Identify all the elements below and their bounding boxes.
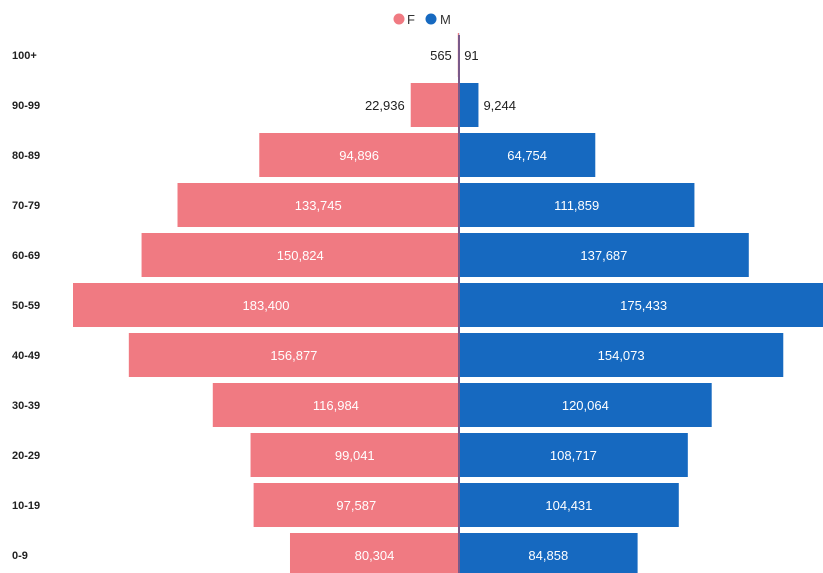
age-group-label: 60-69	[12, 250, 40, 262]
age-group-label: 100+	[12, 50, 37, 62]
male-value-label: 9,244	[483, 98, 516, 113]
male-value-label: 64,754	[507, 148, 547, 163]
male-value-label: 104,431	[545, 498, 592, 513]
age-group-label: 50-59	[12, 300, 40, 312]
female-bar	[73, 283, 459, 327]
male-bar	[459, 233, 749, 277]
age-group-labels: 100+ 90-99 80-89 70-79 60-69 50-59 40-49 30-39 2…	[12, 50, 40, 562]
male-value-label: 120,064	[562, 398, 609, 413]
female-bar	[250, 433, 459, 477]
female-value-label: 97,587	[336, 498, 376, 513]
female-value-label: 94,896	[339, 148, 379, 163]
male-bar	[459, 533, 638, 573]
female-value-label: 150,824	[277, 248, 324, 263]
age-group-label: 30-39	[12, 400, 40, 412]
female-value-label: 565	[430, 48, 452, 63]
female-value-label: 80,304	[355, 548, 395, 563]
male-value-label: 84,858	[528, 548, 568, 563]
male-bar	[459, 433, 688, 477]
age-group-label: 90-99	[12, 100, 40, 112]
female-value-label: 156,877	[270, 348, 317, 363]
male-bar	[459, 183, 695, 227]
male-bar	[459, 133, 596, 177]
male-value-label: 154,073	[598, 348, 645, 363]
age-group-label: 20-29	[12, 450, 40, 462]
female-value-label: 99,041	[335, 448, 375, 463]
bars	[73, 33, 823, 573]
male-value-label: 137,687	[580, 248, 627, 263]
male-value-label: 108,717	[550, 448, 597, 463]
male-value-label: 91	[464, 48, 478, 63]
age-group-label: 0-9	[12, 550, 28, 562]
legend-male-label: M	[440, 12, 451, 27]
male-bar	[459, 483, 679, 527]
legend-male-marker	[425, 13, 437, 25]
female-value-label: 22,936	[365, 98, 405, 113]
female-value-label: 133,745	[295, 198, 342, 213]
male-value-label: 111,859	[554, 198, 599, 213]
female-bar	[141, 233, 459, 277]
legend-female-label: F	[407, 12, 415, 27]
female-bar	[212, 383, 459, 427]
age-group-label: 40-49	[12, 350, 40, 362]
value-labels: 565 91 22,936 9,244 94,896 64,754 133,745 111,8…	[243, 48, 668, 563]
female-bar	[289, 533, 459, 573]
female-bar	[253, 483, 459, 527]
male-bar	[459, 333, 784, 377]
age-group-label: 10-19	[12, 500, 40, 512]
male-bar	[459, 383, 712, 427]
female-bar	[128, 333, 459, 377]
age-group-label: 80-89	[12, 150, 40, 162]
female-value-label: 183,400	[243, 298, 290, 313]
female-bar	[177, 183, 459, 227]
legend-female-marker	[393, 13, 405, 25]
age-group-label: 70-79	[12, 200, 40, 212]
male-bar	[459, 83, 479, 127]
male-value-label: 175,433	[620, 298, 667, 313]
male-bar	[459, 283, 823, 327]
female-bar	[259, 133, 459, 177]
female-bar	[410, 83, 459, 127]
female-value-label: 116,984	[313, 398, 359, 413]
